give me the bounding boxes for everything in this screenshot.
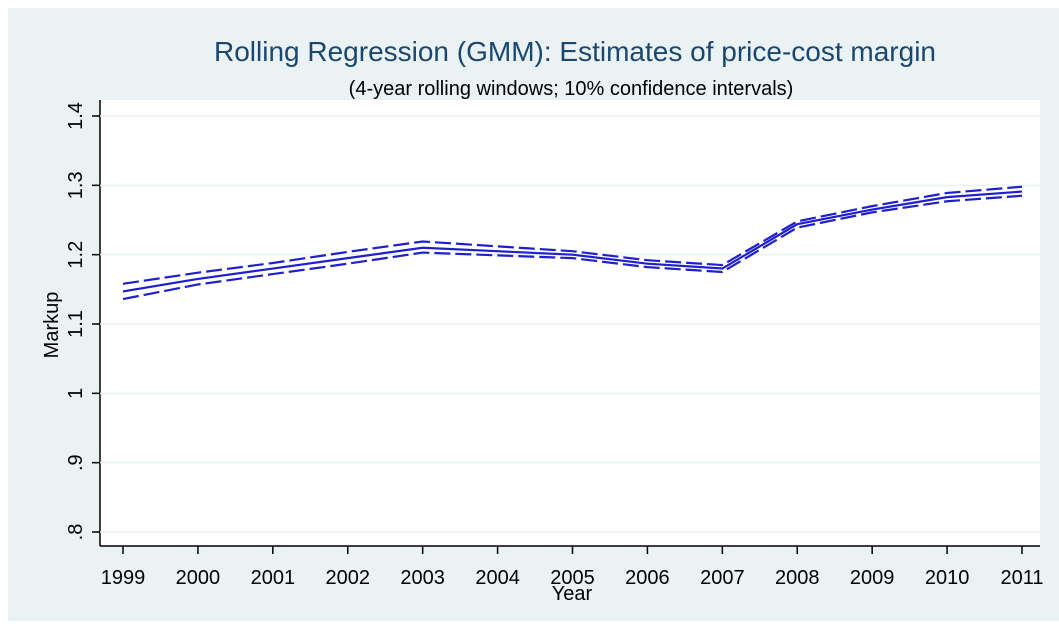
x-tick-label: 2006 [625, 567, 670, 589]
series-line [122, 185, 1023, 285]
x-tick-label: 2005 [550, 567, 595, 589]
x-tick-label: 2007 [700, 567, 745, 589]
x-tick-label: 1999 [101, 567, 146, 589]
y-tick-label: 1 [65, 388, 87, 399]
x-tick-label: 2008 [775, 567, 820, 589]
series-line [122, 194, 1023, 301]
chart-title: Rolling Regression (GMM): Estimates of p… [214, 36, 936, 67]
y-tick-label: .8 [65, 524, 87, 541]
x-tick-label: 2002 [326, 567, 371, 589]
x-tick-label: 2009 [850, 567, 895, 589]
plot-region [100, 100, 1040, 546]
x-tick-label: 2000 [176, 567, 221, 589]
y-tick-label: .9 [65, 454, 87, 471]
y-tick-label: 1.4 [65, 102, 87, 130]
chart-subtitle: (4-year rolling windows; 10% confidence … [349, 78, 794, 100]
series-line [122, 190, 1023, 293]
x-tick-label: 2004 [475, 567, 520, 589]
y-tick-label: 1.3 [65, 171, 87, 199]
x-tick-label: 2010 [925, 567, 970, 589]
x-tick-label: 2011 [1000, 567, 1043, 589]
x-tick-label: 2003 [400, 567, 445, 589]
y-tick-label: 1.2 [65, 241, 87, 269]
x-axis-label: Year [552, 583, 593, 605]
y-tick-label: 1.1 [65, 310, 87, 338]
y-axis-label: Markup [41, 292, 63, 359]
x-tick-label: 2001 [251, 567, 296, 589]
